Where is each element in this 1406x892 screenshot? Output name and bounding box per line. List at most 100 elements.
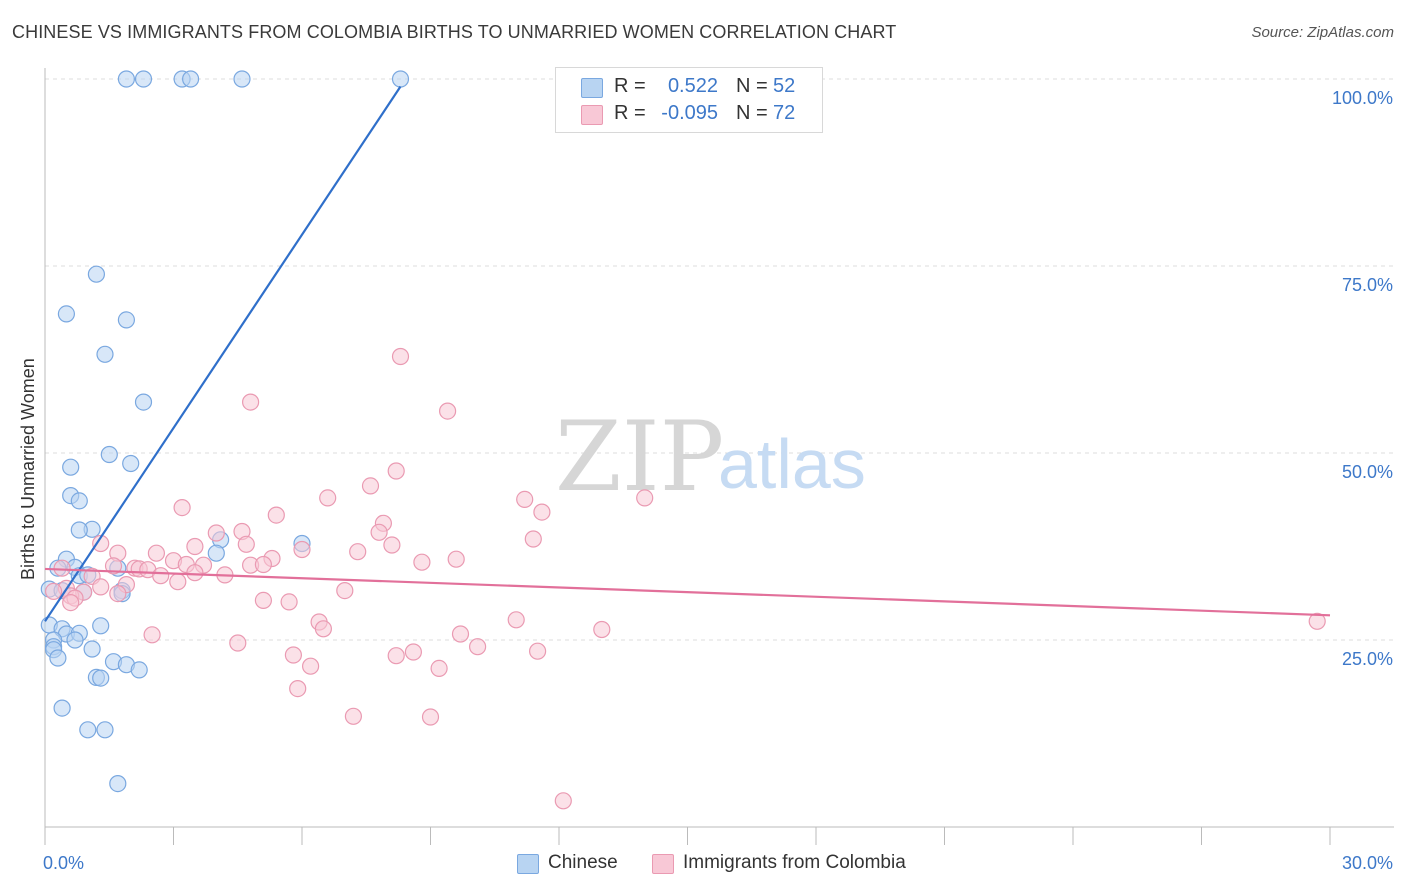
colombia-point [92, 534, 110, 553]
chinese-point [53, 699, 71, 717]
chinese-point [49, 649, 67, 667]
colombia-point [387, 462, 405, 480]
legend-r-label: R = [614, 102, 646, 124]
colombia-point [516, 490, 534, 508]
chinese-point [109, 774, 127, 793]
y-tick-label: 100.0% [1332, 88, 1393, 108]
colombia-point [53, 559, 71, 577]
watermark-atlas: atlas [718, 425, 866, 503]
colombia-point [186, 564, 204, 582]
bottom-legend-label: Immigrants from Colombia [683, 852, 906, 873]
y-tick-label: 75.0% [1342, 275, 1393, 295]
chinese-point [391, 70, 410, 88]
colombia-point [593, 620, 611, 639]
chinese-point [92, 617, 110, 635]
bottom-legend-label: Chinese [548, 852, 618, 873]
colombia-point [439, 402, 457, 420]
chinese-point [96, 345, 114, 363]
chinese-point [79, 721, 97, 739]
colombia-point [289, 679, 307, 698]
colombia-point [344, 707, 362, 725]
x-tick-label: 0.0% [43, 853, 84, 873]
colombia-point [109, 584, 127, 603]
chinese-point [134, 70, 153, 88]
colombia-point [293, 540, 311, 559]
chinese-point [96, 721, 114, 739]
legend-r-value: -0.095 [661, 102, 718, 124]
colombia-point [383, 536, 401, 554]
colombia-point [447, 550, 465, 568]
chinese-point [57, 305, 76, 323]
legend-n-label: N = [736, 102, 768, 124]
correlation-legend: R = 0.522 N = 52 R = -0.095 N = 72 [555, 67, 823, 133]
chinese-point [70, 492, 88, 510]
colombia-point [314, 620, 332, 638]
chinese-point [233, 70, 251, 88]
data-points [40, 70, 1326, 810]
colombia-point [92, 578, 110, 596]
colombia-point [391, 347, 410, 366]
colombia-point [413, 553, 431, 571]
chinese-point [117, 311, 136, 329]
colombia-point [507, 611, 525, 629]
colombia-point [44, 582, 63, 601]
colombia-point [62, 593, 80, 612]
source-credit: Source: ZipAtlas.com [1251, 24, 1394, 41]
colombia-point [169, 573, 187, 591]
colombia-point [267, 506, 285, 524]
x-tick-label: 30.0% [1342, 853, 1393, 873]
chinese-point [130, 661, 148, 679]
colombia-point [349, 543, 367, 561]
colombia-point [451, 625, 470, 643]
chinese-point [122, 454, 140, 473]
colombia-point [554, 792, 572, 810]
colombia-point [152, 567, 170, 585]
chinese-point [70, 521, 88, 539]
colombia-point [280, 593, 298, 611]
chart-title: CHINESE VS IMMIGRANTS FROM COLOMBIA BIRT… [12, 22, 897, 42]
colombia-point [104, 557, 123, 575]
chinese-point [83, 640, 101, 658]
chinese-point [66, 631, 84, 649]
colombia-trend-line [44, 567, 1331, 617]
chinese-point [207, 544, 225, 562]
y-tick-label: 50.0% [1342, 462, 1393, 482]
legend-r-value: 0.522 [667, 75, 718, 97]
colombia-point [636, 489, 654, 507]
colombia-point [242, 393, 260, 411]
axes [44, 68, 1394, 845]
legend-row-colombia: R = -0.095 N = 72 [556, 101, 822, 127]
legend-row-chinese: R = 0.522 N = 52 [556, 74, 822, 100]
colombia-point [370, 523, 388, 541]
bottom-legend-swatch-pink [652, 854, 674, 874]
colombia-point [237, 535, 255, 553]
colombia-point [147, 544, 165, 562]
colombia-point [143, 626, 161, 644]
trend-lines [44, 85, 1331, 622]
y-tick-label: 25.0% [1342, 649, 1393, 669]
colombia-point [319, 489, 337, 507]
legend-n-value: 72 [773, 102, 796, 124]
y-axis-label: Births to Unmarried Women [18, 358, 38, 580]
colombia-point [254, 555, 272, 574]
colombia-point [284, 646, 302, 664]
legend-n-label: N = [736, 75, 768, 97]
chinese-point [100, 445, 118, 464]
chinese-point [62, 458, 80, 476]
legend-swatch-blue [581, 78, 603, 98]
colombia-point [173, 499, 191, 517]
colombia-point [361, 477, 380, 495]
colombia-point [336, 581, 354, 600]
colombia-point [1308, 612, 1326, 630]
colombia-point [430, 659, 448, 678]
legend-swatch-pink [581, 105, 603, 125]
colombia-point [421, 708, 440, 726]
colombia-point [524, 530, 542, 548]
chinese-point [134, 393, 153, 411]
colombia-point [302, 657, 320, 675]
bottom-legend-swatch-blue [517, 854, 539, 874]
colombia-point [469, 638, 487, 656]
watermark: ZIP atlas [555, 401, 866, 513]
legend-r-label: R = [614, 75, 646, 97]
